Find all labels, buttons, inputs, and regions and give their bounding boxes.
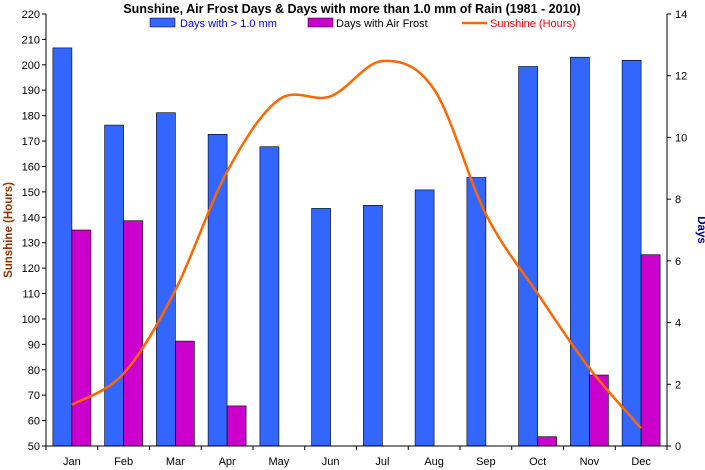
y-left-tick-label: 70 xyxy=(28,390,40,402)
x-tick-label-jan: Jan xyxy=(63,456,81,468)
bar-rain-days-apr xyxy=(207,134,228,447)
x-tick-label-aug: Aug xyxy=(424,456,444,468)
y-left-tick-label: 100 xyxy=(22,314,40,326)
y-left-tick-label: 50 xyxy=(28,441,40,453)
bar-air-frost-oct xyxy=(537,436,557,447)
bar-rain-days-feb xyxy=(104,124,124,447)
bar-rain-days-nov xyxy=(570,56,590,447)
legend-label-rain-days: Days with > 1.0 mm xyxy=(180,18,277,30)
y-left-tick-label: 130 xyxy=(22,238,40,250)
x-tick-label-jul: Jul xyxy=(375,456,389,468)
y-left-tick-label: 170 xyxy=(22,136,40,148)
y-left-tick-label: 60 xyxy=(28,416,40,428)
y-axis-right-label: Days xyxy=(695,216,705,244)
bar-rain-days-may xyxy=(259,146,280,447)
y-right-tick-label: 12 xyxy=(675,71,687,83)
legend-label-air-frost: Days with Air Frost xyxy=(336,18,428,30)
y-right-tick-label: 6 xyxy=(675,256,681,268)
bar-rain-days-mar xyxy=(156,112,176,447)
bar-air-frost-dec xyxy=(640,254,661,447)
y-left-tick-label: 140 xyxy=(22,212,40,224)
x-tick-label-dec: Dec xyxy=(631,456,651,468)
bar-rain-days-jun xyxy=(311,208,331,447)
x-tick-label-apr: Apr xyxy=(219,456,236,468)
y-right-tick-label: 8 xyxy=(675,194,681,206)
bar-air-frost-jan xyxy=(71,229,92,447)
x-tick-label-nov: Nov xyxy=(580,456,600,468)
legend-swatch-air-frost xyxy=(307,17,334,28)
y-left-tick-label: 200 xyxy=(22,60,40,72)
y-left-tick-label: 150 xyxy=(22,187,40,199)
y-right-tick-label: 4 xyxy=(675,318,681,330)
sunshine-line xyxy=(71,59,643,430)
bar-rain-days-sep xyxy=(466,177,487,447)
bar-rain-days-dec xyxy=(621,59,642,447)
legend-label-sunshine: Sunshine (Hours) xyxy=(490,18,576,30)
x-tick-label-feb: Feb xyxy=(114,456,133,468)
bar-rain-days-jan xyxy=(52,47,73,447)
y-left-tick-label: 120 xyxy=(22,263,40,275)
chart-title: Sunshine, Air Frost Days & Days with mor… xyxy=(123,2,580,16)
bar-air-frost-apr xyxy=(226,405,247,447)
bar-air-frost-nov xyxy=(589,374,609,447)
bar-rain-days-oct xyxy=(518,66,538,447)
y-left-tick-label: 220 xyxy=(22,9,40,21)
y-left-tick-label: 90 xyxy=(28,339,40,351)
y-axis-left-label: Sunshine (Hours) xyxy=(3,182,15,278)
y-right-tick-label: 14 xyxy=(675,9,687,21)
axes-group: 5060708090100110120130140150160170180190… xyxy=(22,9,688,468)
bar-air-frost-feb xyxy=(123,220,143,447)
y-right-tick-label: 0 xyxy=(675,441,681,453)
x-tick-label-may: May xyxy=(268,456,289,468)
y-left-tick-label: 210 xyxy=(22,34,40,46)
bar-rain-days-aug xyxy=(414,189,435,447)
x-tick-label-jun: Jun xyxy=(322,456,340,468)
x-tick-label-mar: Mar xyxy=(166,456,185,468)
y-left-tick-label: 110 xyxy=(22,289,40,301)
y-left-tick-label: 180 xyxy=(22,111,40,123)
legend-swatch-rain-days xyxy=(149,17,176,28)
y-left-tick-label: 190 xyxy=(22,85,40,97)
bar-rain-days-jul xyxy=(363,205,383,447)
legend: Days with > 1.0 mm Days with Air Frost S… xyxy=(149,17,576,30)
bar-air-frost-mar xyxy=(175,340,195,447)
x-tick-label-sep: Sep xyxy=(476,456,496,468)
bars-group xyxy=(52,47,661,447)
y-left-tick-label: 160 xyxy=(22,161,40,173)
line-group xyxy=(71,59,643,430)
y-right-tick-label: 10 xyxy=(675,132,687,144)
y-right-tick-label: 2 xyxy=(675,379,681,391)
y-left-tick-label: 80 xyxy=(28,365,40,377)
x-tick-label-oct: Oct xyxy=(529,456,546,468)
